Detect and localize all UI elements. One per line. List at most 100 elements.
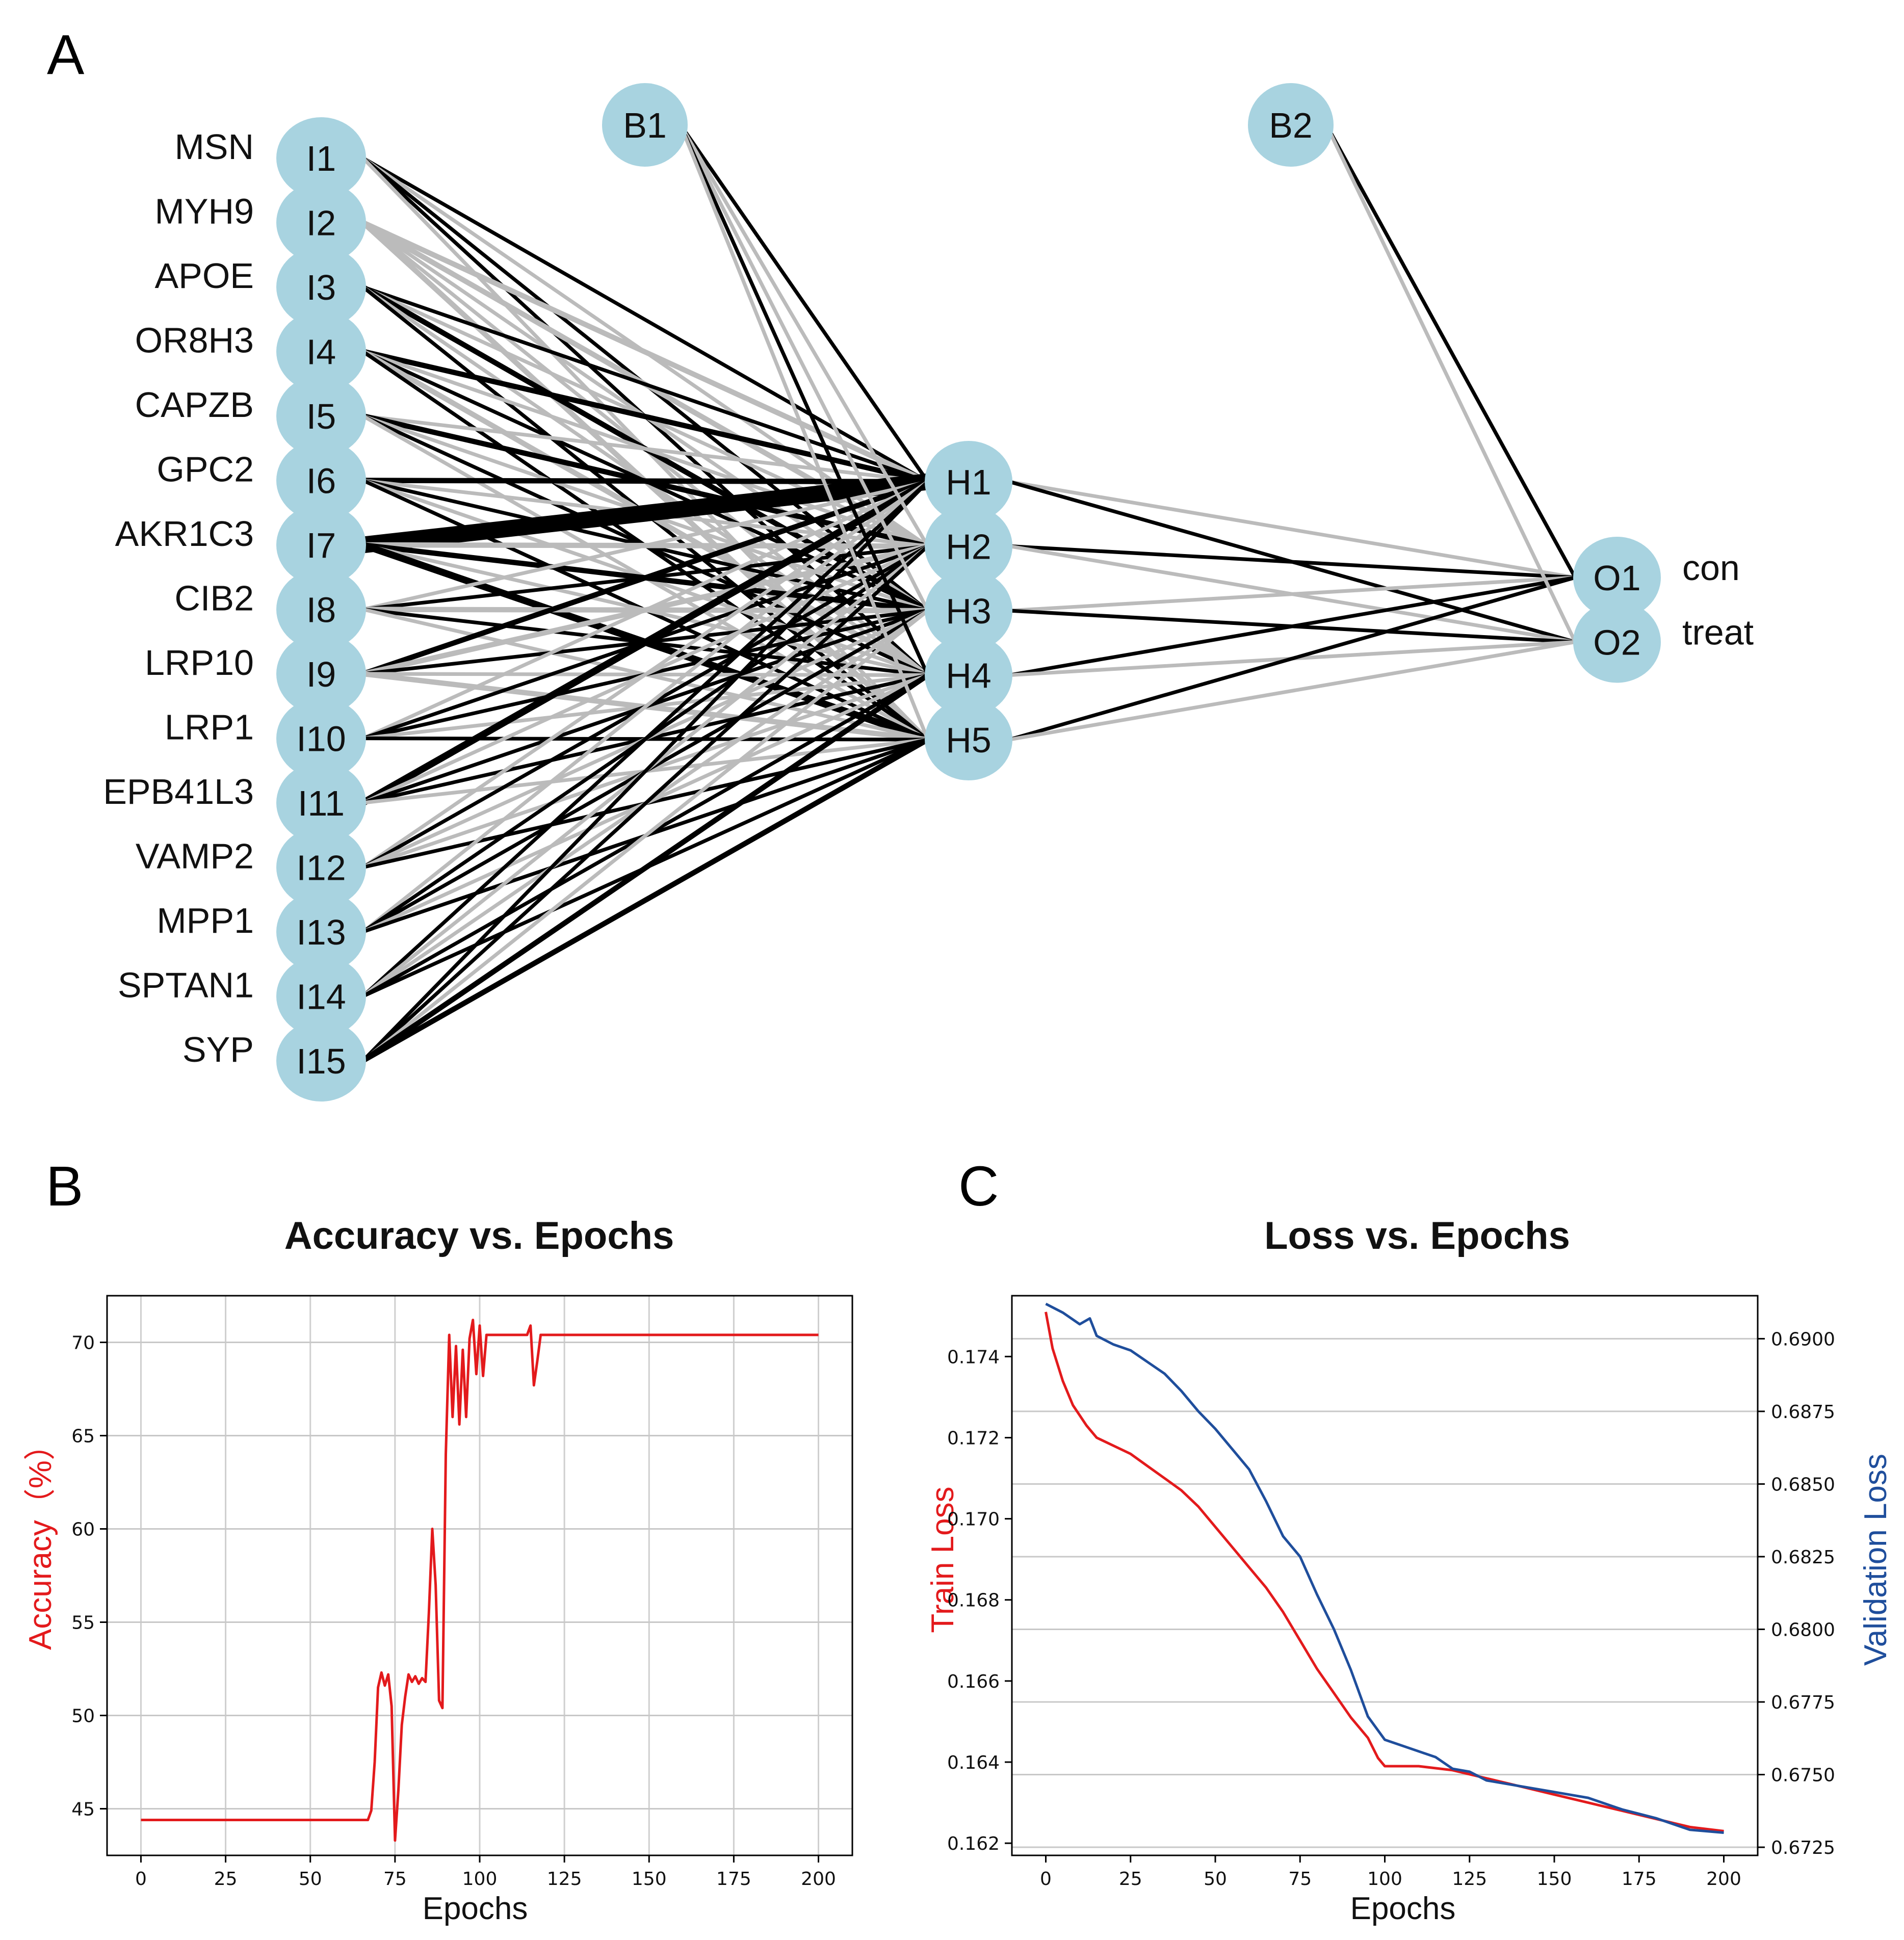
x-tick-label: 175 (716, 1869, 751, 1890)
input-node (276, 504, 366, 586)
hidden-node (925, 699, 1012, 780)
edge-input-hidden (360, 220, 931, 485)
edge-input-hidden (361, 480, 930, 1063)
edge-input-hidden (360, 672, 931, 1064)
input-node-label: I6 (306, 461, 336, 501)
bias-node-b2 (1248, 83, 1334, 167)
edge-hidden-output (1007, 480, 1577, 580)
input-node-label: I5 (306, 397, 336, 436)
hidden-node (925, 570, 1012, 651)
edge-hidden-output (1007, 575, 1577, 613)
edge-bias-hidden (679, 123, 930, 484)
gene-label: CAPZB (135, 385, 254, 425)
panel-label-c: C (958, 1155, 999, 1218)
y-tick-label: 0.162 (947, 1833, 1000, 1854)
input-node-label: I2 (306, 203, 336, 243)
edge-bias-hidden (679, 123, 930, 677)
edge-bias-hidden (679, 123, 930, 613)
hidden-node-label: H2 (946, 527, 991, 567)
x-tick-label: 150 (632, 1869, 667, 1890)
y-tick-label: 0.170 (947, 1509, 1000, 1530)
neural-network-diagram: I1 MSN I2 MYH9 I3 APOE I4 OR8H3 I5 CAPZB I6 GPC2 I7 A… (103, 83, 1754, 1102)
edge-bias-hidden (679, 123, 930, 548)
edge-bias-hidden (679, 123, 930, 742)
accuracy-x-axis-label: Epochs (423, 1891, 528, 1926)
input-node (276, 246, 366, 328)
x-tick-label: 200 (1706, 1869, 1741, 1890)
panel-label-b: B (46, 1155, 83, 1218)
y-tick-label: 0.168 (947, 1590, 1000, 1611)
input-node (276, 117, 366, 199)
gene-label: AKR1C3 (115, 514, 254, 554)
series-line-validation-loss (1045, 1302, 1724, 1834)
y-tick-label: 0.174 (947, 1347, 1000, 1368)
input-node-label: I8 (306, 590, 336, 630)
edge-input-hidden (361, 480, 930, 870)
input-node-label: I3 (306, 268, 336, 307)
output-node-label: O1 (1593, 558, 1640, 598)
gene-label: OR8H3 (135, 321, 254, 360)
edge-input-hidden (361, 544, 930, 1063)
input-node-label: I14 (296, 977, 346, 1017)
input-node-label: I15 (296, 1041, 346, 1081)
edge-input-hidden (360, 478, 931, 485)
x-tick-label: 75 (1288, 1869, 1312, 1890)
hidden-node-label: H3 (946, 591, 991, 631)
gene-label: LRP1 (165, 707, 254, 747)
input-node-label: I11 (298, 783, 345, 823)
gene-label: LRP10 (145, 643, 254, 683)
y-right-tick-label: 0.6900 (1771, 1329, 1835, 1350)
y-tick-label: 0.164 (947, 1752, 1000, 1773)
series-line-train-loss (1045, 1312, 1724, 1832)
input-node (276, 762, 366, 844)
output-class-label: treat (1682, 613, 1754, 652)
y-tick-label: 45 (71, 1799, 95, 1820)
network-edges (354, 123, 1577, 1064)
network-nodes: I1 MSN I2 MYH9 I3 APOE I4 OR8H3 I5 CAPZB I6 GPC2 I7 A… (103, 83, 1754, 1102)
y-tick-label: 0.166 (947, 1671, 1000, 1692)
y-right-tick-label: 0.6850 (1771, 1474, 1835, 1495)
hidden-node (925, 634, 1012, 716)
accuracy-chart: Accuracy vs. Epochs Epochs Accuracy（%） 0… (23, 1214, 853, 1926)
edge-input-hidden (361, 480, 930, 999)
edge-hidden-output (1007, 640, 1577, 742)
x-tick-label: 25 (214, 1869, 238, 1890)
hidden-node-label: H5 (946, 720, 991, 760)
bias-node-b1 (602, 83, 688, 167)
edge-hidden-output (1007, 544, 1577, 580)
hidden-node (925, 505, 1012, 587)
loss-right-y-axis-label: Validation Loss (1858, 1454, 1893, 1666)
input-node (276, 891, 366, 973)
y-right-tick-label: 0.6800 (1771, 1619, 1835, 1640)
edge-input-hidden (361, 480, 930, 741)
edge-input-hidden (361, 414, 930, 484)
x-tick-label: 125 (547, 1869, 582, 1890)
series-line-accuracy (141, 1319, 819, 1842)
input-node (276, 955, 366, 1037)
y-tick-label: 70 (71, 1333, 95, 1354)
x-tick-label: 0 (1040, 1869, 1052, 1890)
y-tick-label: 65 (71, 1426, 95, 1447)
loss-chart-title: Loss vs. Epochs (1264, 1214, 1570, 1257)
edge-input-hidden (361, 480, 930, 934)
input-node (276, 375, 366, 457)
y-tick-label: 0.172 (947, 1428, 1000, 1449)
input-node (276, 826, 366, 908)
x-tick-label: 100 (462, 1869, 498, 1890)
loss-left-y-axis-label: Train Loss (925, 1486, 960, 1633)
hidden-node-label: H4 (946, 656, 991, 696)
input-node-label: I7 (306, 526, 336, 565)
x-tick-label: 200 (801, 1869, 836, 1890)
input-node-label: I1 (306, 139, 336, 178)
x-tick-label: 75 (383, 1869, 407, 1890)
gene-label: EPB41L3 (103, 772, 254, 811)
x-tick-label: 100 (1367, 1869, 1402, 1890)
gene-label: VAMP2 (136, 836, 254, 876)
input-node (276, 181, 366, 264)
edge-input-hidden (360, 479, 931, 677)
input-node (276, 310, 366, 392)
edge-hidden-output (1324, 123, 1577, 644)
y-right-tick-label: 0.6750 (1771, 1765, 1835, 1786)
bias-node-b2-label: B2 (1269, 106, 1313, 145)
gene-label: CIB2 (174, 579, 254, 618)
